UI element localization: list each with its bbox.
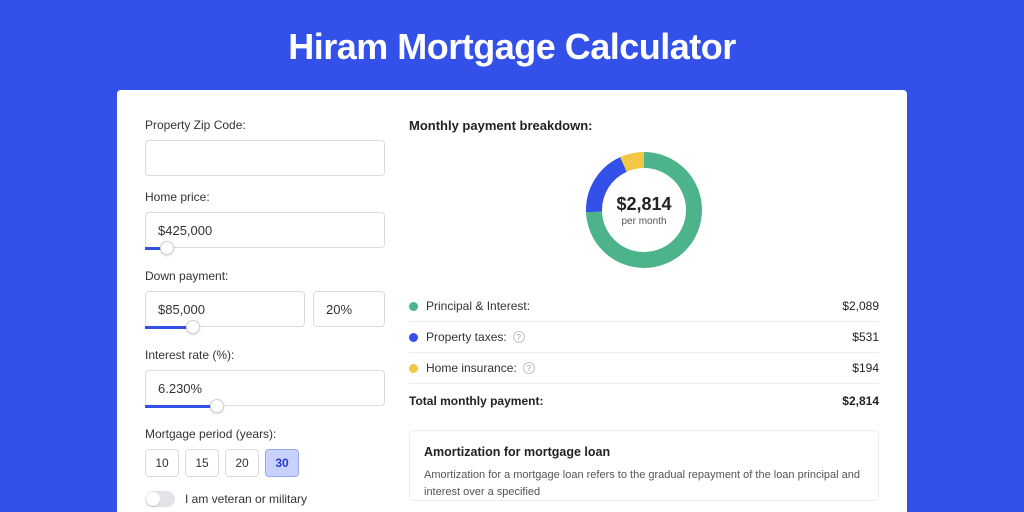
legend-value: $531 [852,330,879,344]
legend-value: $2,089 [842,299,879,313]
down-payment-slider-thumb[interactable] [186,320,200,334]
home-price-field: Home price: [145,190,385,255]
veteran-row: I am veteran or military [145,491,385,507]
zip-field: Property Zip Code: [145,118,385,176]
legend-row: Property taxes:?$531 [409,322,879,353]
interest-slider-fill [145,405,217,408]
down-payment-label: Down payment: [145,269,385,283]
legend-row: Home insurance:?$194 [409,353,879,384]
veteran-toggle[interactable] [145,491,175,507]
down-payment-field: Down payment: [145,269,385,334]
total-label: Total monthly payment: [409,394,842,408]
down-payment-slider[interactable] [145,326,385,334]
total-value: $2,814 [842,394,879,408]
period-options: 10152030 [145,449,385,477]
info-icon[interactable]: ? [513,331,525,343]
donut-amount: $2,814 [616,194,671,215]
period-option-20[interactable]: 20 [225,449,259,477]
legend-label-text: Home insurance: [426,361,517,375]
legend-value: $194 [852,361,879,375]
period-option-15[interactable]: 15 [185,449,219,477]
home-price-slider-thumb[interactable] [160,241,174,255]
donut-center: $2,814 per month [581,147,707,273]
legend-label: Property taxes:? [426,330,852,344]
interest-slider-thumb[interactable] [210,399,224,413]
donut-sub: per month [621,216,666,227]
legend-label: Principal & Interest: [426,299,842,313]
form-column: Property Zip Code: Home price: Down paym… [145,118,385,512]
veteran-label: I am veteran or military [185,492,307,506]
legend-label: Home insurance:? [426,361,852,375]
total-row: Total monthly payment: $2,814 [409,383,879,420]
period-field: Mortgage period (years): 10152030 [145,427,385,477]
zip-label: Property Zip Code: [145,118,385,132]
period-option-30[interactable]: 30 [265,449,299,477]
veteran-toggle-knob [146,492,160,506]
legend-label-text: Principal & Interest: [426,299,530,313]
donut-chart: $2,814 per month [581,147,707,273]
interest-input[interactable] [145,370,385,406]
legend-dot-icon [409,364,418,373]
amortization-text: Amortization for a mortgage loan refers … [424,467,864,500]
legend-label-text: Property taxes: [426,330,507,344]
legend-dot-icon [409,333,418,342]
info-icon[interactable]: ? [523,362,535,374]
period-label: Mortgage period (years): [145,427,385,441]
legend-dot-icon [409,302,418,311]
legend-row: Principal & Interest: $2,089 [409,291,879,322]
amortization-title: Amortization for mortgage loan [424,445,864,459]
home-price-slider[interactable] [145,247,385,255]
amortization-box: Amortization for mortgage loan Amortizat… [409,430,879,501]
legend: Principal & Interest: $2,089 Property taxe… [409,291,879,384]
donut-wrap: $2,814 per month [409,147,879,273]
interest-field: Interest rate (%): [145,348,385,413]
down-payment-pct-input[interactable] [313,291,385,327]
interest-slider[interactable] [145,405,385,413]
period-option-10[interactable]: 10 [145,449,179,477]
home-price-input[interactable] [145,212,385,248]
breakdown-column: Monthly payment breakdown: $2,814 per mo… [409,118,879,512]
interest-label: Interest rate (%): [145,348,385,362]
home-price-label: Home price: [145,190,385,204]
zip-input[interactable] [145,140,385,176]
breakdown-title: Monthly payment breakdown: [409,118,879,133]
down-payment-input[interactable] [145,291,305,327]
page-title: Hiram Mortgage Calculator [0,0,1024,90]
calculator-card: Property Zip Code: Home price: Down paym… [117,90,907,512]
